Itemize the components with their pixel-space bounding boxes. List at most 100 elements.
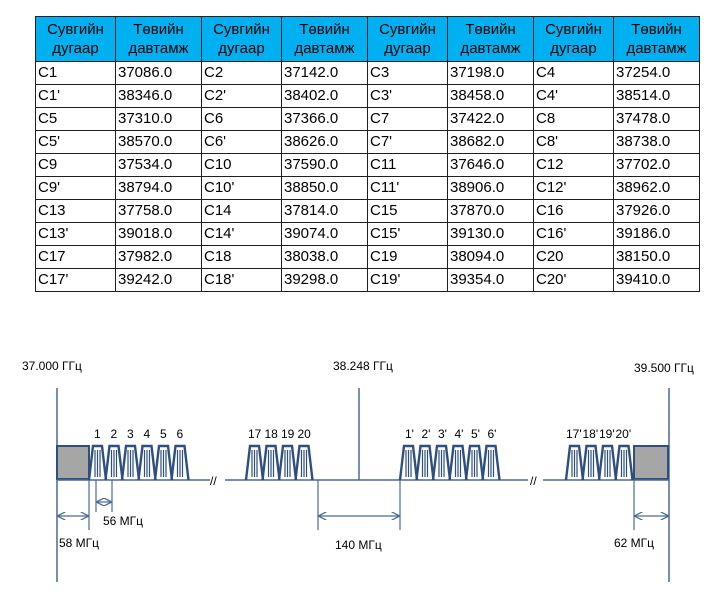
frequency-cell: 39186.0 [613, 222, 700, 246]
channel-group-17p-20p: 17' 18' 19' 20' [564, 427, 634, 481]
header-center-frequency: Төвийн давтамж [115, 16, 202, 62]
band-plan-diagram: 37.000 ГГц 38.248 ГГц 39.500 ГГц // // 1… [22, 359, 694, 582]
channel-id-cell: C14' [201, 222, 282, 246]
header-text: дугаар [52, 40, 99, 57]
channel-id-cell: C16' [533, 222, 614, 246]
frequency-cell: 37254.0 [613, 61, 700, 85]
frequency-cell: 39298.0 [281, 268, 368, 292]
header-text: давтамж [460, 40, 521, 57]
channel-id-cell: C18' [201, 268, 282, 292]
frequency-cell: 38570.0 [115, 130, 202, 154]
channel-label: 5 [160, 427, 167, 441]
table-row: C13 37758.0 C14 37814.0 C15 37870.0 C16 37926.0 [35, 199, 700, 223]
channel-id-cell: C16 [533, 199, 614, 223]
table-header-row: Сувгийн дугаар Төвийн давтамж Сувгийн дугаар Т… [35, 16, 700, 62]
header-text: Сувгийн [213, 21, 270, 38]
channel-id-cell: C1' [35, 84, 116, 108]
channel-mark [581, 444, 601, 481]
channel-id-cell: C12 [533, 153, 614, 177]
channel-mark [137, 444, 157, 481]
table-row: C1' 38346.0 C2' 38402.0 C3' 38458.0 C4' 38514.0 [35, 84, 700, 108]
table-row: C9 37534.0 C10 37590.0 C11 37646.0 C12 37702.0 [35, 153, 700, 177]
header-text: Төвийн [631, 21, 682, 38]
channel-mark [170, 444, 190, 481]
upper-guard-label: 62 МГц [614, 536, 654, 550]
channel-id-cell: C7' [367, 130, 448, 154]
channel-id-cell: C15' [367, 222, 448, 246]
channel-id-cell: C14 [201, 199, 282, 223]
channel-mark [614, 444, 634, 481]
channel-mark [87, 444, 108, 481]
channel-id-cell: C13 [35, 199, 116, 223]
frequency-cell: 38738.0 [613, 130, 700, 154]
channel-label: 3' [438, 427, 447, 441]
frequency-cell: 37142.0 [281, 61, 368, 85]
header-center-frequency: Төвийн давтамж [447, 16, 534, 62]
table-row: C9' 38794.0 C10' 38850.0 C11' 38906.0 C12' 3896… [35, 176, 700, 200]
channel-label: 6' [488, 427, 497, 441]
spacing-label: 56 МГц [103, 514, 143, 528]
frequency-cell: 37870.0 [447, 199, 534, 223]
channel-label: 18 [265, 427, 279, 441]
channel-mark [277, 444, 298, 481]
header-text: Төвийн [133, 21, 184, 38]
frequency-cell: 38038.0 [281, 245, 368, 269]
frequency-cell: 38962.0 [613, 176, 700, 200]
channel-id-cell: C5' [35, 130, 116, 154]
header-center-frequency: Төвийн давтамж [613, 16, 700, 62]
channel-label: 1' [405, 427, 414, 441]
channel-id-cell: C12' [533, 176, 614, 200]
frequency-cell: 39074.0 [281, 222, 368, 246]
frequency-cell: 37982.0 [115, 245, 202, 269]
frequency-cell: 39410.0 [613, 268, 700, 292]
lower-guard-label: 58 МГц [59, 536, 99, 550]
frequency-cell: 37758.0 [115, 199, 202, 223]
frequency-cell: 37198.0 [447, 61, 534, 85]
channel-id-cell: C10' [201, 176, 282, 200]
frequency-cell: 38150.0 [613, 245, 700, 269]
header-center-frequency: Төвийн давтамж [281, 16, 368, 62]
header-channel-number: Сувгийн дугаар [367, 16, 448, 62]
channel-id-cell: C7 [367, 107, 448, 131]
channel-label: 3 [127, 427, 134, 441]
channel-label: 4' [455, 427, 464, 441]
channel-id-cell: C13' [35, 222, 116, 246]
frequency-cell: 37590.0 [281, 153, 368, 177]
table-body: C1 37086.0 C2 37142.0 C3 37198.0 C4 37254.0 C1' 3… [35, 61, 700, 292]
header-text: Сувгийн [47, 21, 104, 38]
channel-id-cell: C9 [35, 153, 116, 177]
frequency-cell: 38682.0 [447, 130, 534, 154]
channel-label: 5' [471, 427, 480, 441]
table-row: C17' 39242.0 C18' 39298.0 C19' 39354.0 C20' 394… [35, 268, 700, 292]
frequency-cell: 38458.0 [447, 84, 534, 108]
channel-id-cell: C8 [533, 107, 614, 131]
table-row: C17 37982.0 C18 38038.0 C19 38094.0 C20 38150.0 [35, 245, 700, 269]
frequency-cell: 37366.0 [281, 107, 368, 131]
channel-id-cell: C6 [201, 107, 282, 131]
channel-id-cell: C6' [201, 130, 282, 154]
channel-id-cell: C11' [367, 176, 448, 200]
channel-mark [564, 444, 585, 481]
channel-label: 2 [111, 427, 118, 441]
freq-label-right: 39.500 ГГц [634, 361, 694, 375]
frequency-cell: 37478.0 [613, 107, 700, 131]
channel-mark [464, 444, 485, 481]
channel-id-cell: C10 [201, 153, 282, 177]
channel-id-cell: C3' [367, 84, 448, 108]
channel-label: 2' [422, 427, 431, 441]
header-channel-number: Сувгийн дугаар [201, 16, 282, 62]
break-mark: // [210, 474, 217, 488]
channel-id-cell: C5 [35, 107, 116, 131]
table-row: C1 37086.0 C2 37142.0 C3 37198.0 C4 37254.0 [35, 61, 700, 85]
header-text: дугаар [550, 40, 597, 57]
channel-mark [481, 444, 501, 481]
channel-mark [104, 444, 124, 481]
table-row: C5' 38570.0 C6' 38626.0 C7' 38682.0 C8' 38738.0 [35, 130, 700, 154]
frequency-cell: 39018.0 [115, 222, 202, 246]
channel-id-cell: C19 [367, 245, 448, 269]
channel-frequency-table: Сувгийн дугаар Төвийн давтамж Сувгийн дугаар Т… [35, 16, 700, 292]
channel-mark [261, 444, 281, 481]
channel-mark [597, 444, 618, 481]
freq-label-center: 38.248 ГГц [333, 359, 393, 373]
